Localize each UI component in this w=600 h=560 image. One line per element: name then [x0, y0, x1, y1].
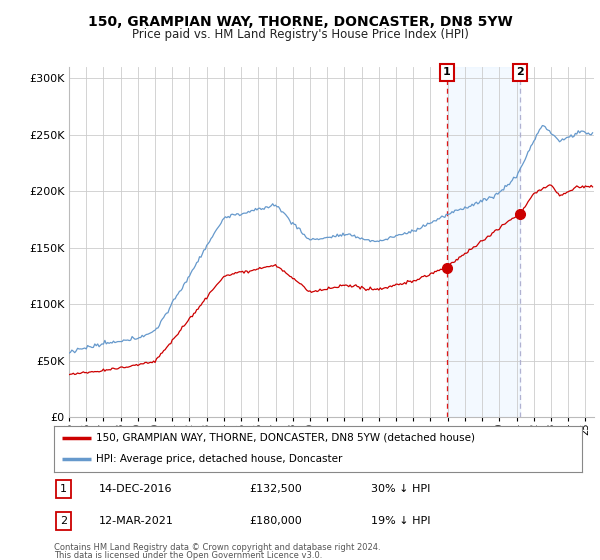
Bar: [447, 67, 520, 417]
Text: 1: 1: [443, 67, 451, 77]
Text: Price paid vs. HM Land Registry's House Price Index (HPI): Price paid vs. HM Land Registry's House …: [131, 28, 469, 41]
Text: HPI: Average price, detached house, Doncaster: HPI: Average price, detached house, Donc…: [96, 454, 343, 464]
Text: 30% ↓ HPI: 30% ↓ HPI: [371, 484, 430, 494]
Text: 2: 2: [60, 516, 67, 526]
Text: 150, GRAMPIAN WAY, THORNE, DONCASTER, DN8 5YW: 150, GRAMPIAN WAY, THORNE, DONCASTER, DN…: [88, 15, 512, 29]
Text: 1: 1: [60, 484, 67, 494]
Text: £180,000: £180,000: [250, 516, 302, 526]
Text: £132,500: £132,500: [250, 484, 302, 494]
Text: This data is licensed under the Open Government Licence v3.0.: This data is licensed under the Open Gov…: [54, 551, 322, 560]
Text: 150, GRAMPIAN WAY, THORNE, DONCASTER, DN8 5YW (detached house): 150, GRAMPIAN WAY, THORNE, DONCASTER, DN…: [96, 433, 475, 443]
Text: Contains HM Land Registry data © Crown copyright and database right 2024.: Contains HM Land Registry data © Crown c…: [54, 543, 380, 552]
Text: 14-DEC-2016: 14-DEC-2016: [99, 484, 172, 494]
Text: 19% ↓ HPI: 19% ↓ HPI: [371, 516, 430, 526]
Text: 12-MAR-2021: 12-MAR-2021: [99, 516, 174, 526]
Text: 2: 2: [516, 67, 524, 77]
